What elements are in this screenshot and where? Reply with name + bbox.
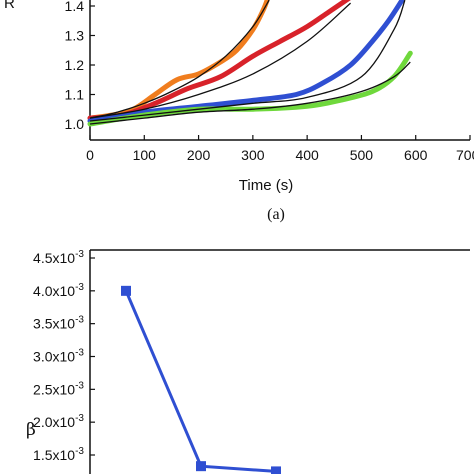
panel-b-y-tick-label: 1.5x10-3: [33, 446, 84, 463]
panel-b-series: [121, 285, 281, 474]
panel-b-data-point: [121, 285, 131, 296]
panel-a-y-tick-label: 1.1: [65, 87, 85, 103]
panel-a-x-tick-label: 500: [350, 147, 374, 163]
panel-b-y-tick-label: 4.5x10-3: [33, 249, 84, 266]
panel-a-x-tick-label: 300: [241, 147, 265, 163]
panel-a-x-tick-label: 200: [187, 147, 211, 163]
panel-b-y-tick-label: 3.5x10-3: [33, 315, 84, 332]
panel-b-y-ticks: 1.5x10-3 2.0x10-3 2.5x10-3 3.0x10-3 3.5x10-3…: [33, 249, 95, 463]
panel-a-x-tick-label: 400: [295, 147, 319, 163]
panel-a-y-tick-label: 1.3: [65, 28, 85, 44]
panel-b-y-tick-label: 2.5x10-3: [33, 380, 84, 397]
panel-a-series-2: [87, 0, 351, 121]
panel-a-y-tick-label: 1.4: [65, 0, 85, 14]
panel-b-y-tick-label: 2.0x10-3: [33, 413, 84, 430]
panel-a-fit-line-4: [89, 61, 411, 125]
panel-a-fit-lines: [89, 0, 411, 125]
panel-b-series-line: [124, 290, 277, 473]
panel-a-fit-line-2: [89, 2, 352, 119]
panel-a-x-tick-label: 7000: [456, 147, 474, 163]
panel-b-data-point: [196, 461, 206, 472]
panel-a-series-3: [87, 0, 405, 124]
panel-a-fit-line-3: [89, 0, 406, 122]
panel-a-y-ticks: 1.0 1.1 1.2 1.3 1.4: [65, 0, 95, 132]
panel-a-x-axis-label: Time (s): [239, 177, 293, 194]
panel-a-fit-line-1: [89, 0, 270, 119]
panel-b-y-tick-label: 3.0x10-3: [33, 348, 84, 365]
panel-b: β 1.5x10-3 2.0x10-3 2.5x10-3 3.0x10-3 3.5x10…: [26, 249, 470, 474]
panel-b-y-axis-label: β: [26, 420, 36, 440]
panel-a-y-axis-label: R: [4, 0, 15, 12]
panel-a-y-tick-label: 1.2: [65, 57, 85, 73]
panel-a-x-tick-label: 600: [404, 147, 428, 163]
panel-a-label: (a): [267, 206, 285, 223]
panel-a-x-tick-label: 0: [86, 147, 94, 163]
panel-b-data-point: [271, 466, 281, 474]
panel-a-x-tick-label: 100: [133, 147, 157, 163]
panel-a-x-ticks: 0 100 200 300 400 500 600 7000: [86, 135, 474, 163]
panel-b-y-tick-label: 4.0x10-3: [33, 282, 84, 299]
panel-a: R 1.0 1.1 1.2 1.3 1.4 0 100 200 300 400 500 600 700…: [4, 0, 474, 223]
panel-a-y-tick-label: 1.0: [65, 116, 85, 132]
